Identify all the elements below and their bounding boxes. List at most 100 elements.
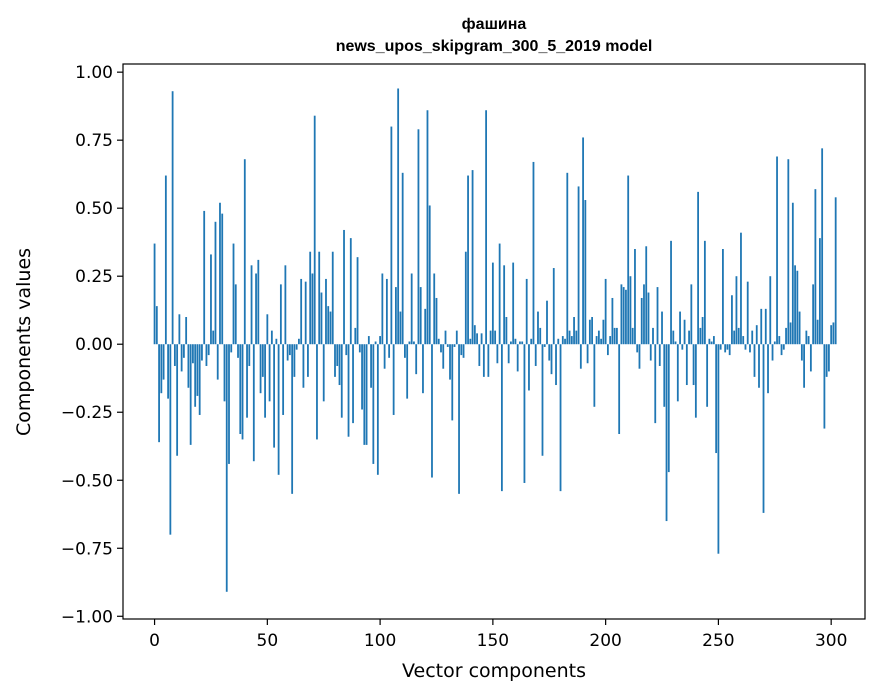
bar-34 xyxy=(230,344,233,353)
bar-131 xyxy=(449,344,451,380)
bar-201 xyxy=(606,344,609,356)
bar-269 xyxy=(760,308,763,345)
bar-167 xyxy=(530,338,533,345)
bar-182 xyxy=(564,338,566,345)
bar-100 xyxy=(379,336,381,345)
bar-275 xyxy=(773,341,776,345)
bar-300 xyxy=(830,325,833,345)
bar-226 xyxy=(663,344,666,407)
bar-267 xyxy=(755,325,758,345)
bar-96 xyxy=(370,344,372,388)
bar-25 xyxy=(210,254,212,345)
y-tick-label: −0.75 xyxy=(61,539,113,559)
bar-119 xyxy=(422,344,424,394)
plot-frame xyxy=(122,63,866,620)
bar-117 xyxy=(417,129,420,345)
bar-297 xyxy=(823,344,826,429)
bar-198 xyxy=(600,338,603,345)
bar-213 xyxy=(634,249,636,345)
bar-295 xyxy=(818,238,821,345)
bar-232 xyxy=(676,344,679,402)
bar-127 xyxy=(440,344,442,353)
bar-194 xyxy=(591,317,593,345)
bar-169 xyxy=(534,344,537,366)
y-tick-label: −0.25 xyxy=(61,403,113,423)
x-tick-label: 250 xyxy=(702,631,734,651)
bar-181 xyxy=(561,336,564,345)
bar-6 xyxy=(167,344,169,399)
bar-216 xyxy=(640,297,643,345)
bar-183 xyxy=(566,172,569,345)
bar-14 xyxy=(185,317,188,345)
bar-153 xyxy=(498,243,501,345)
bar-59 xyxy=(286,344,289,361)
bar-287 xyxy=(800,344,803,361)
bar-151 xyxy=(494,330,497,345)
bar-130 xyxy=(446,344,449,347)
bar-155 xyxy=(503,265,506,345)
bar-41 xyxy=(246,344,248,418)
bar-122 xyxy=(428,205,431,345)
bar-128 xyxy=(442,344,445,369)
bar-62 xyxy=(293,344,296,377)
bar-139 xyxy=(467,175,469,345)
bar-215 xyxy=(638,344,641,369)
bar-302 xyxy=(834,197,837,345)
bar-185 xyxy=(570,336,573,345)
bar-146 xyxy=(482,344,485,377)
bar-288 xyxy=(803,344,805,388)
bar-293 xyxy=(814,189,817,345)
bar-278 xyxy=(780,344,783,356)
bar-174 xyxy=(546,300,548,345)
bar-51 xyxy=(268,344,271,402)
y-tick-label: 0.75 xyxy=(75,131,113,151)
x-tick-label: 150 xyxy=(477,631,509,651)
bar-164 xyxy=(523,344,526,483)
bar-235 xyxy=(683,319,686,345)
bar-88 xyxy=(352,344,354,424)
bar-204 xyxy=(613,327,616,345)
bar-86 xyxy=(347,344,350,437)
bar-124 xyxy=(433,273,436,345)
bar-9 xyxy=(173,344,176,366)
bar-276 xyxy=(776,156,778,345)
bar-121 xyxy=(426,110,429,345)
bar-203 xyxy=(611,297,614,345)
bar-20 xyxy=(198,344,201,415)
y-axis: −1.00 −0.75 −0.50 −0.25 0.00 0.25 0.50 0.75 1.00 xyxy=(61,63,123,627)
bar-10 xyxy=(176,344,179,456)
bar-48 xyxy=(261,344,264,377)
bar-195 xyxy=(593,344,596,407)
bar-188 xyxy=(577,186,580,345)
bar-292 xyxy=(812,284,815,345)
bar-29 xyxy=(219,202,221,345)
bar-149 xyxy=(489,330,492,345)
bar-168 xyxy=(532,161,535,345)
bar-148 xyxy=(487,344,490,377)
bar-125 xyxy=(435,297,438,345)
bar-184 xyxy=(568,330,571,345)
bar-211 xyxy=(629,276,632,345)
bar-67 xyxy=(304,281,307,345)
bar-13 xyxy=(182,344,185,358)
bar-12 xyxy=(180,344,183,372)
bar-138 xyxy=(464,251,467,345)
bar-37 xyxy=(237,344,239,358)
bar-256 xyxy=(731,295,733,345)
bar-219 xyxy=(647,292,650,345)
bar-18 xyxy=(194,344,197,407)
bar-97 xyxy=(372,344,375,464)
bar-104 xyxy=(388,344,391,358)
bar-245 xyxy=(706,344,709,407)
bar-89 xyxy=(354,327,357,345)
bar-80 xyxy=(334,344,336,377)
bar-250 xyxy=(717,344,720,554)
chart-title: фашина xyxy=(462,16,527,33)
bar-301 xyxy=(832,322,835,345)
bar-70 xyxy=(311,273,314,345)
bar-282 xyxy=(789,322,792,345)
bar-55 xyxy=(277,344,280,475)
bar-242 xyxy=(699,327,702,345)
bar-299 xyxy=(828,344,830,372)
bar-103 xyxy=(385,278,388,345)
